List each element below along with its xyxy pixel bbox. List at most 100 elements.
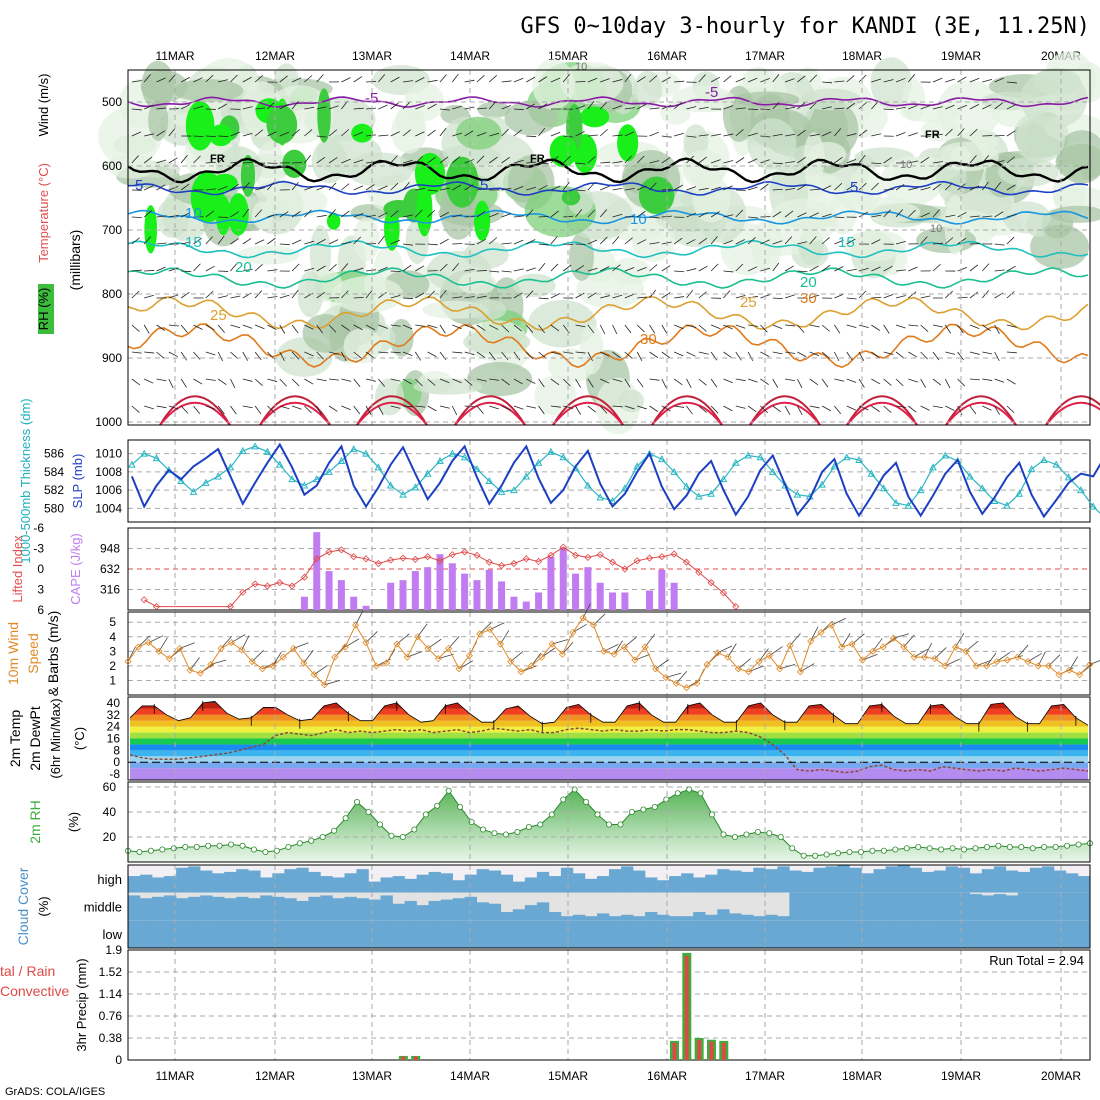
wind-barb xyxy=(821,264,831,272)
wind-barb xyxy=(279,351,285,362)
wind-barb xyxy=(189,657,200,671)
wind-barb xyxy=(957,76,967,83)
wind-barb xyxy=(452,184,462,191)
wind-barb xyxy=(341,241,352,245)
temp-band xyxy=(130,732,1088,739)
thickness-point xyxy=(781,481,789,489)
thickness-point xyxy=(411,483,420,491)
wind-speed-point xyxy=(165,655,173,663)
wind-barb xyxy=(698,237,708,245)
wind-barb xyxy=(932,183,942,191)
cloud-bar-high xyxy=(536,871,550,893)
cloud-bar-low xyxy=(236,920,249,948)
cloud-bar-middle xyxy=(440,899,453,921)
wind-barb xyxy=(994,181,1002,191)
rh-shading xyxy=(1015,115,1065,163)
rh-shading xyxy=(921,119,959,142)
wind-barb xyxy=(1006,81,1017,84)
wind-barb xyxy=(439,324,446,334)
lifted-index-point xyxy=(374,559,382,568)
rh-point xyxy=(743,831,750,838)
rh-shading xyxy=(747,118,797,170)
wind-barb xyxy=(205,236,213,245)
wind-barb xyxy=(649,264,658,272)
wind-barb xyxy=(501,105,512,110)
wind-barb xyxy=(341,158,351,164)
temp-axis-label: 2m Temp xyxy=(7,710,23,768)
wind-barb xyxy=(501,213,512,218)
cloud-bar-high xyxy=(512,881,526,893)
wind-barb xyxy=(439,108,450,111)
cloud-bar-middle xyxy=(753,916,766,921)
wind-barb xyxy=(531,652,542,667)
cloud-bar-high xyxy=(789,870,802,893)
lifted-index-point xyxy=(682,558,691,566)
wind-barb xyxy=(908,74,916,83)
wind-barb xyxy=(636,210,646,218)
rh-shading xyxy=(467,361,533,397)
wind-barb xyxy=(920,405,930,411)
lifted-index-point xyxy=(707,579,715,587)
wind-barb xyxy=(402,182,410,191)
cloud-bar-low xyxy=(1065,920,1079,948)
wind-barb xyxy=(218,295,228,299)
wind-barb xyxy=(538,243,549,246)
cloud-bar-low xyxy=(897,920,910,948)
wind-barb xyxy=(686,239,696,245)
cloud-bar-middle xyxy=(500,912,514,921)
wind-barb xyxy=(920,186,931,191)
rh-point xyxy=(262,849,269,856)
rh-point xyxy=(961,846,968,853)
precip-convective-bar xyxy=(721,1042,726,1060)
thickness-point xyxy=(473,465,481,473)
wind-barb xyxy=(624,378,631,388)
wind-speed-point xyxy=(207,660,215,668)
cloud-bar-high xyxy=(524,877,538,893)
wind-barb xyxy=(673,378,683,386)
wind-barb xyxy=(624,107,635,110)
cloud-bar-middle xyxy=(777,916,790,921)
wind-barb xyxy=(748,216,759,219)
chart-title: GFS 0~10day 3-hourly for KANDI (3E, 11.2… xyxy=(520,14,1090,39)
lifted-index-point xyxy=(411,555,419,563)
thickness-point xyxy=(719,475,728,483)
wind-barb xyxy=(895,405,906,408)
date-label: 14MAR xyxy=(450,1069,490,1083)
wind-barb xyxy=(895,183,905,191)
wind-barb xyxy=(575,162,586,165)
wind-barb xyxy=(969,405,977,415)
wind-barb xyxy=(920,295,931,299)
wind-barb xyxy=(637,296,648,299)
cloud-bar-low xyxy=(356,920,369,948)
wind-barb xyxy=(871,351,880,359)
wind-barb xyxy=(328,157,338,164)
wind-barb xyxy=(587,134,598,137)
wind-barb xyxy=(402,243,413,246)
rh-point xyxy=(525,824,532,831)
wind-barb xyxy=(291,129,300,137)
thickness-point xyxy=(904,501,913,509)
cloud-bar-high xyxy=(621,866,634,893)
wind-barb xyxy=(417,623,428,637)
wind-barb xyxy=(945,128,953,137)
rh-point xyxy=(846,849,853,856)
wind-barb xyxy=(846,133,857,137)
lifted-index-point xyxy=(313,555,321,563)
rh-point xyxy=(434,802,441,809)
rh-point xyxy=(1041,844,1048,851)
wind-barb xyxy=(353,378,361,387)
rh-point xyxy=(1064,842,1071,849)
cloud-bar-middle xyxy=(224,898,237,921)
wind-barb xyxy=(612,264,621,272)
wind-barb xyxy=(673,102,682,110)
thickness-point xyxy=(731,458,740,466)
wind-speed-point xyxy=(662,673,670,682)
wind-barb xyxy=(834,293,844,299)
wind-barb xyxy=(920,105,931,110)
wind-barb xyxy=(267,237,276,245)
wind-barb xyxy=(871,133,882,137)
rh-shading-green xyxy=(227,193,249,236)
precip-tick: 1.9 xyxy=(105,943,122,957)
lifted-index-point xyxy=(362,555,370,563)
